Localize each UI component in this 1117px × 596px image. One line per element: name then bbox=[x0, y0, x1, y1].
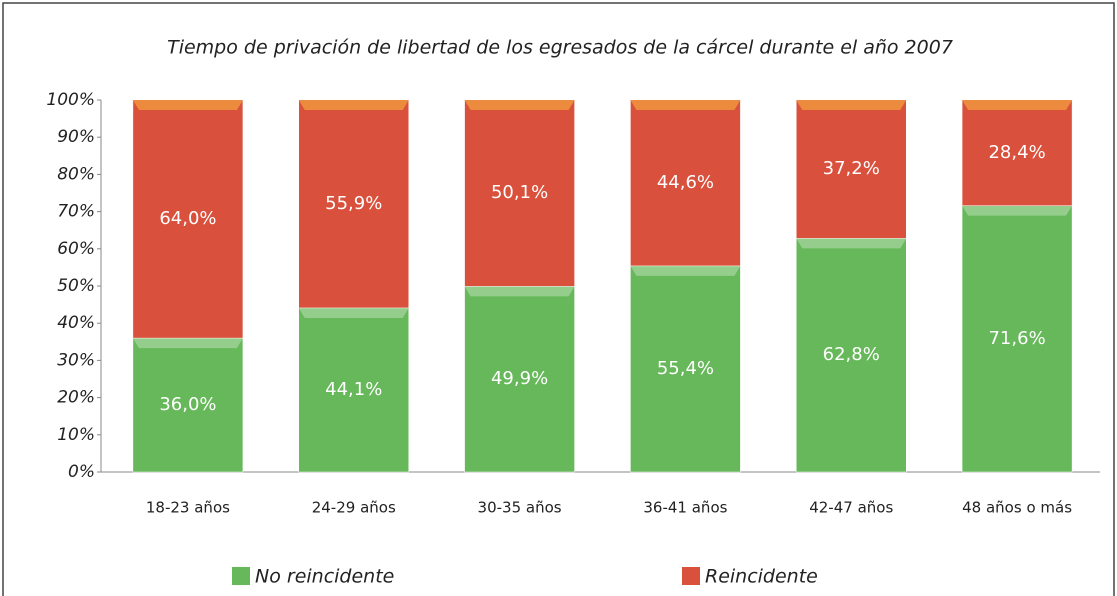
bar-cap bbox=[298, 100, 409, 110]
value-label: 55,9% bbox=[325, 193, 382, 214]
bar-segment bbox=[796, 99, 907, 239]
y-tick-label: 30% bbox=[57, 350, 95, 370]
bar-segment bbox=[132, 337, 244, 473]
y-tick-label: 100% bbox=[46, 90, 95, 110]
bar-cap bbox=[298, 307, 409, 318]
y-tick-label: 60% bbox=[57, 239, 95, 259]
legend-swatch bbox=[682, 567, 700, 585]
value-label: 64,0% bbox=[159, 208, 216, 229]
bar-cap bbox=[962, 100, 1073, 110]
value-label: 37,2% bbox=[823, 158, 880, 179]
y-tick-label: 20% bbox=[57, 388, 95, 408]
y-tick-label: 10% bbox=[57, 425, 95, 445]
bar-cap bbox=[630, 265, 741, 276]
x-tick-label: 18-23 años bbox=[146, 499, 230, 517]
bar-cap bbox=[796, 238, 907, 249]
legend-label: Reincidente bbox=[705, 566, 818, 588]
x-tick-label: 48 años o más bbox=[962, 499, 1072, 517]
bar-segment bbox=[298, 307, 409, 473]
chart-title: Tiempo de privación de libertad de los e… bbox=[167, 37, 953, 59]
y-tick-label: 40% bbox=[57, 313, 95, 333]
y-tick-label: 90% bbox=[57, 127, 95, 147]
y-tick-label: 70% bbox=[57, 202, 95, 222]
y-tick-label: 50% bbox=[57, 276, 95, 296]
value-label: 71,6% bbox=[988, 328, 1045, 349]
bar-cap bbox=[132, 338, 243, 349]
bar-segment bbox=[132, 99, 244, 339]
bar-segment bbox=[298, 99, 409, 309]
x-tick-label: 42-47 años bbox=[809, 499, 893, 517]
bar-cap bbox=[630, 100, 741, 110]
bar-segment bbox=[961, 99, 1073, 206]
bar-segment bbox=[464, 286, 575, 473]
value-label: 28,4% bbox=[988, 142, 1045, 163]
y-tick-label: 80% bbox=[57, 164, 95, 184]
value-label: 44,1% bbox=[325, 379, 382, 400]
value-label: 36,0% bbox=[159, 394, 216, 415]
value-label: 49,9% bbox=[491, 368, 548, 389]
x-tick-label: 24-29 años bbox=[312, 499, 396, 517]
value-label: 50,1% bbox=[491, 182, 548, 203]
value-label: 55,4% bbox=[657, 358, 714, 379]
x-tick-label: 36-41 años bbox=[643, 499, 727, 517]
bar-segment bbox=[630, 99, 741, 267]
x-tick-label: 30-35 años bbox=[478, 499, 562, 517]
bar-segment bbox=[464, 99, 575, 287]
bar-cap bbox=[796, 100, 907, 110]
bar-cap bbox=[464, 100, 575, 110]
bar-segment bbox=[796, 238, 907, 473]
bar-cap bbox=[464, 286, 575, 297]
bar-segment bbox=[961, 205, 1073, 473]
legend-swatch bbox=[232, 567, 250, 585]
value-label: 62,8% bbox=[823, 344, 880, 365]
bar-cap bbox=[962, 205, 1073, 216]
value-label: 44,6% bbox=[657, 172, 714, 193]
legend-label: No reincidente bbox=[255, 566, 394, 588]
bar-cap bbox=[132, 100, 243, 110]
y-tick-label: 0% bbox=[68, 462, 95, 482]
